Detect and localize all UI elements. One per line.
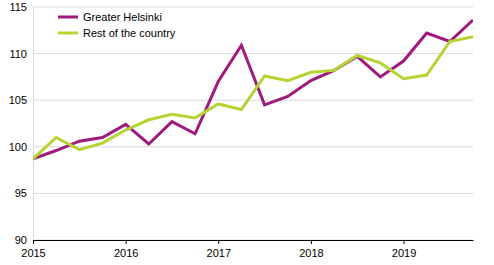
- x-tick: 2016: [114, 240, 138, 259]
- y-tick: 90: [15, 234, 33, 246]
- series-line: [33, 37, 473, 159]
- grid-line: [33, 53, 473, 54]
- x-tick: 2015: [21, 240, 45, 259]
- series-line: [33, 20, 473, 159]
- x-axis: 2015 2016 2017 2018 2019: [21, 240, 473, 259]
- grid: [33, 7, 473, 240]
- grid-line: [33, 100, 473, 101]
- lines: [33, 20, 473, 159]
- x-tick-label: 2016: [114, 247, 138, 259]
- x-axis-line: [34, 240, 474, 241]
- y-tick-label: 110: [9, 48, 27, 60]
- y-tick: 100: [9, 141, 33, 153]
- x-tick-mark: [126, 240, 127, 244]
- x-tick-label: 2015: [21, 247, 45, 259]
- y-tick-label: 105: [9, 94, 27, 106]
- x-tick-mark: [404, 240, 405, 244]
- grid-line: [33, 240, 473, 241]
- x-tick-label: 2018: [299, 247, 323, 259]
- y-tick: 115: [9, 1, 33, 13]
- legend-swatch: [58, 16, 78, 19]
- legend: Greater Helsinki Rest of the country: [58, 11, 176, 39]
- y-tick: 105: [9, 94, 33, 106]
- x-tick: 2018: [299, 240, 323, 259]
- x-tick-mark: [218, 240, 219, 244]
- y-axis: 90 95 100 105 110 115: [9, 1, 34, 246]
- y-tick: 95: [15, 187, 33, 199]
- x-tick-label: 2019: [392, 247, 416, 259]
- x-tick: 2017: [207, 240, 231, 259]
- y-axis-line: [33, 8, 34, 241]
- legend-item: Rest of the country: [58, 27, 176, 39]
- plot: 90 95 100 105 110 115 2015 2016 2017 2018 2019 Grea…: [9, 1, 474, 259]
- y-tick: 110: [9, 48, 33, 60]
- y-tick-label: 115: [9, 1, 27, 13]
- y-tick-label: 100: [9, 141, 27, 153]
- legend-item: Greater Helsinki: [58, 11, 162, 23]
- x-tick: 2019: [392, 240, 416, 259]
- y-tick-label: 90: [15, 234, 27, 246]
- x-tick-label: 2017: [207, 247, 231, 259]
- x-tick-mark: [33, 240, 34, 244]
- grid-line: [33, 146, 473, 147]
- grid-line: [33, 193, 473, 194]
- grid-line: [33, 7, 473, 8]
- y-tick-label: 95: [15, 187, 27, 199]
- x-tick-mark: [311, 240, 312, 244]
- legend-swatch: [58, 32, 78, 35]
- chart: 90 95 100 105 110 115 2015 2016 2017 2018 2019 Grea…: [0, 0, 494, 265]
- legend-label: Rest of the country: [83, 27, 176, 39]
- legend-label: Greater Helsinki: [83, 11, 162, 23]
